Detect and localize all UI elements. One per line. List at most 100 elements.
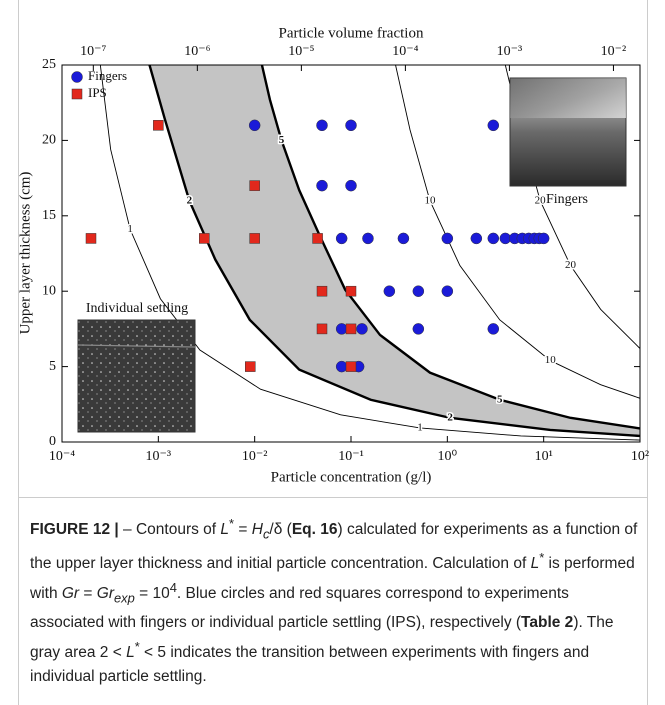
point <box>248 119 261 132</box>
point <box>441 232 454 245</box>
caption-text: = <box>234 521 252 539</box>
caption-text: = <box>79 585 97 603</box>
legend-marker <box>71 71 83 83</box>
point <box>487 119 500 132</box>
caption-symbol: c <box>262 526 270 542</box>
x2-tick-label: 10⁻⁷ <box>80 44 106 59</box>
contour-label: 5 <box>279 134 285 146</box>
caption-text: = 10 <box>134 585 170 603</box>
settling-image <box>77 319 196 433</box>
y-tick-label: 15 <box>42 208 56 223</box>
contour-label: 2 <box>447 411 453 423</box>
point <box>199 233 210 244</box>
x-axis-label: Particle concentration (g/l) <box>271 469 432 485</box>
caption-text: – Contours of <box>118 521 221 539</box>
point <box>470 232 483 245</box>
point <box>345 179 357 192</box>
caption-symbol: L <box>220 521 230 539</box>
legend-label: Fingers <box>88 68 127 83</box>
x2-tick-label: 10⁻⁶ <box>184 44 210 59</box>
contour-label: 20 <box>535 194 547 206</box>
caption-symbol: exp <box>113 590 135 606</box>
y-tick-label: 10 <box>42 283 56 298</box>
point <box>487 232 500 245</box>
x2-tick-label: 10⁻² <box>601 44 627 59</box>
caption-text: < 5 indicates the transition between exp… <box>30 643 590 685</box>
inset-caption: Fingers <box>546 192 588 207</box>
point <box>316 323 328 335</box>
contour-line <box>99 65 640 441</box>
contour-line <box>395 65 640 399</box>
point <box>412 323 425 335</box>
point <box>85 233 97 244</box>
transition-area <box>149 65 640 436</box>
caption-symbol: H <box>251 521 263 539</box>
contour-label: 2 <box>187 194 193 206</box>
caption-text: ). The gray area 2 < <box>30 613 614 661</box>
caption-ref: Eq. 16 <box>291 521 338 539</box>
plot-area: 1 1 2 2 5 5 10 10 20 20 <box>85 65 640 441</box>
x-tick-label: 10⁻⁴ <box>49 449 75 464</box>
y-tick-label: 0 <box>49 434 56 449</box>
figure-frame <box>18 0 648 705</box>
figure-caption: FIGURE 12 | – Contours of L* = Hc/δ (Eq.… <box>30 512 640 689</box>
caption-symbol: 4 <box>169 580 177 596</box>
settling-image-streak <box>77 344 196 348</box>
x-tick-label: 10² <box>631 449 649 464</box>
point <box>441 285 454 297</box>
caption-symbol: * <box>134 638 140 654</box>
caption-text: /δ ( <box>269 521 292 539</box>
point <box>312 233 323 244</box>
caption-symbol: L <box>126 643 135 661</box>
inset-caption: Individual settling <box>86 301 188 316</box>
contour-label: 5 <box>497 393 503 405</box>
point <box>335 232 348 245</box>
caption-ref: Table 2 <box>521 613 574 631</box>
point <box>316 179 328 192</box>
point <box>487 323 500 335</box>
caption-rule <box>18 497 648 498</box>
caption-text: is performed with <box>30 555 635 603</box>
contour-label: 10 <box>545 354 557 366</box>
caption-symbol: L <box>530 555 540 573</box>
x2-axis-label: Particle volume fraction <box>279 25 424 41</box>
point <box>335 360 348 373</box>
point <box>397 232 410 245</box>
y-tick-label: 25 <box>42 57 56 72</box>
y-axis-label: Upper layer thickness (cm) <box>17 172 33 335</box>
point <box>316 285 328 297</box>
point <box>345 361 357 372</box>
point <box>383 285 396 297</box>
point <box>356 323 368 335</box>
caption-text: . Blue circles and red squares correspon… <box>30 585 569 631</box>
point <box>412 285 425 297</box>
point <box>362 232 374 245</box>
contour-label: 1 <box>417 422 423 434</box>
legend-label: IPS <box>88 85 107 100</box>
x-tick-label: 10¹ <box>535 449 553 464</box>
caption-text: ) calculated for experiments as a functi… <box>30 521 638 573</box>
contour-line <box>148 65 640 438</box>
caption-symbol: Gr <box>61 585 80 603</box>
caption-symbol: * <box>539 550 545 566</box>
contour-label: 1 <box>127 223 133 235</box>
x-tick-label: 10⁻¹ <box>338 449 364 464</box>
point <box>537 232 550 245</box>
point <box>335 323 348 335</box>
point <box>249 180 260 191</box>
point <box>345 119 357 132</box>
point <box>249 233 260 244</box>
x-tick-label: 10⁻² <box>242 449 268 464</box>
y-tick-label: 20 <box>42 133 56 148</box>
x-tick-label: 10⁰ <box>438 449 458 464</box>
caption-symbol: Gr <box>96 585 114 603</box>
point <box>316 119 328 132</box>
legend-marker <box>71 88 83 100</box>
fingers-image-glow <box>510 78 626 118</box>
x2-tick-label: 10⁻³ <box>497 44 523 59</box>
point <box>153 120 164 131</box>
x2-tick-label: 10⁻⁵ <box>288 44 314 59</box>
y-tick-label: 5 <box>49 359 56 374</box>
